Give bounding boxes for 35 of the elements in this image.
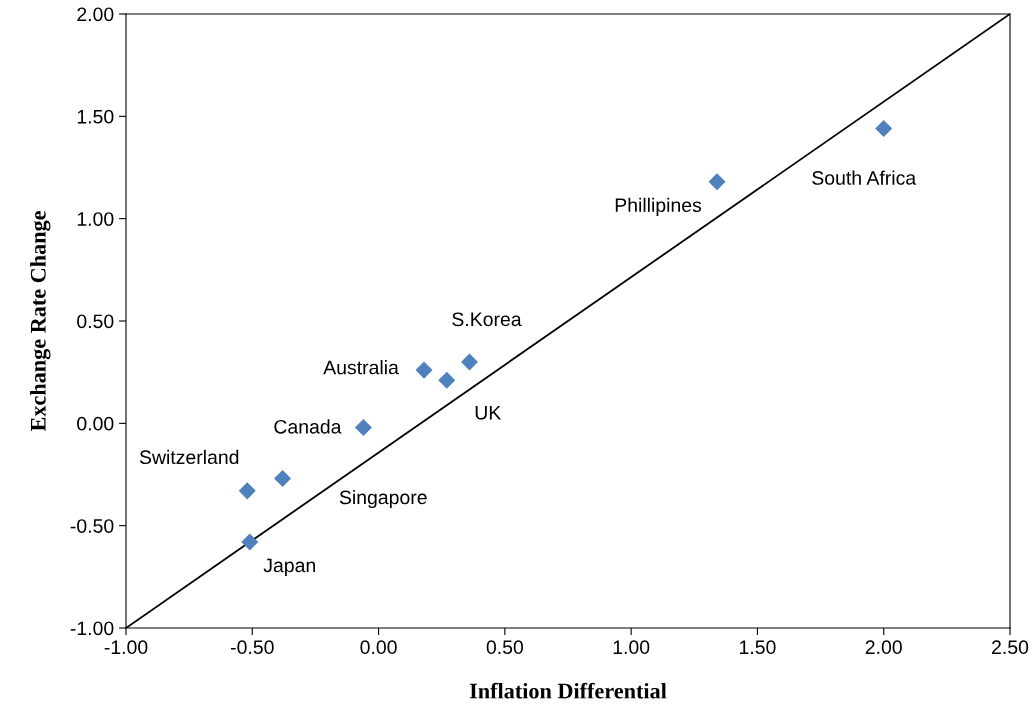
point bbox=[438, 371, 456, 389]
x-tick-label: 2.50 bbox=[992, 640, 1029, 655]
y-tick-label: 2.00 bbox=[77, 7, 114, 22]
annotation: Japan bbox=[263, 558, 315, 577]
x-tick-label: 1.50 bbox=[739, 640, 776, 655]
x-tick-label: -1.00 bbox=[104, 640, 148, 655]
y-tick-label: -1.00 bbox=[70, 621, 114, 636]
y-tick-label: 0.00 bbox=[77, 416, 114, 431]
x-tick-label: 2.00 bbox=[865, 640, 902, 655]
point bbox=[875, 120, 893, 138]
point bbox=[415, 361, 433, 379]
x-tick-label: 1.00 bbox=[613, 640, 650, 655]
y-tick-label: -0.50 bbox=[70, 519, 114, 533]
point bbox=[460, 353, 478, 371]
point bbox=[238, 482, 256, 500]
x-tick-label: 0.50 bbox=[486, 640, 524, 655]
annotation: Switzerland bbox=[139, 449, 239, 465]
annotation: South Africa bbox=[812, 170, 917, 185]
y-tick-label: 1.00 bbox=[77, 212, 114, 226]
annotation: Singapore bbox=[339, 490, 427, 509]
annotation: Australia bbox=[323, 360, 399, 375]
annotation: UK bbox=[475, 406, 502, 420]
x-tick-label: -0.50 bbox=[230, 640, 274, 655]
y-tick-label: 1.50 bbox=[77, 109, 114, 124]
annotation: Canada bbox=[274, 419, 342, 434]
y-axis-title: Exchange Rate Change bbox=[30, 211, 51, 432]
x-tick-label: 0.00 bbox=[360, 640, 397, 655]
x-axis-title: Inflation Differential bbox=[469, 682, 667, 699]
point bbox=[241, 533, 259, 551]
annotation: Phillipines bbox=[615, 197, 702, 216]
y-tick-label: 0.50 bbox=[77, 314, 114, 329]
point bbox=[274, 470, 292, 488]
point bbox=[708, 173, 726, 191]
point bbox=[354, 418, 372, 436]
annotation: S.Korea bbox=[452, 312, 522, 327]
